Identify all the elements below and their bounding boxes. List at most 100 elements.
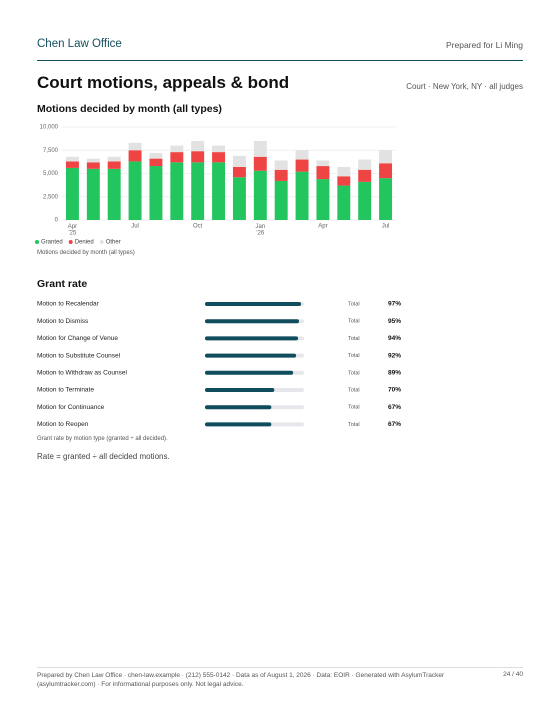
bar-segment [358, 159, 372, 170]
bar-segment [274, 169, 288, 181]
bar-segment [65, 167, 79, 220]
legend-label: Other [106, 240, 121, 246]
row-label: Motion for Continuance [37, 404, 105, 411]
bar-segment [86, 168, 100, 220]
bar-segment [107, 168, 121, 220]
bar-segment [128, 142, 142, 151]
bar-segment [149, 158, 163, 167]
rate-bar [205, 370, 294, 375]
prepared-for: Prepared for Li Ming [445, 40, 523, 50]
row-group: Total [348, 319, 360, 325]
bar-segment [107, 156, 121, 162]
bar-segment [86, 158, 100, 163]
x-tick-label: Jan '26 [255, 224, 265, 237]
legend-swatch [35, 240, 39, 244]
page-title: Court motions, appeals & bond [37, 73, 290, 92]
bar-segment [191, 140, 205, 152]
y-tick-label: 2,500 [43, 194, 59, 200]
header-rule [37, 60, 523, 61]
note: Rate = granted ÷ all decided motions. [37, 452, 170, 461]
rate-label: 92% [388, 352, 401, 359]
bar-segment [128, 150, 142, 162]
bar-segment [379, 150, 393, 164]
row-label: Motion for Change of Venue [37, 335, 118, 342]
bar-segment [253, 170, 267, 220]
bar-segment [316, 160, 330, 167]
bar-segment [65, 161, 79, 168]
legend-label: Granted [41, 240, 63, 246]
chart: 0 2,500 5,000 7,500 10,000 Apr '25 Jul Oct Jan '26… [35, 125, 396, 246]
bar-segment [128, 161, 142, 220]
rate-label: 89% [388, 370, 401, 377]
rate-label: 94% [388, 335, 401, 342]
x-tick-label: Jul [131, 224, 139, 230]
bar-segment [65, 156, 79, 162]
chart-title: Motions decided by month (all types) [37, 103, 222, 115]
rate-bar [205, 302, 302, 306]
bar-segment [295, 159, 309, 172]
bar-segment [212, 152, 226, 163]
bar-segment [212, 162, 226, 220]
row-label: Motion to Recalendar [37, 301, 100, 308]
table-caption: Grant rate by motion type (granted ÷ all… [37, 436, 168, 442]
row-group: Total [348, 422, 360, 428]
bar-segment [295, 150, 309, 160]
rate-bar [205, 319, 300, 324]
rate-label: 97% [388, 301, 401, 308]
bar-segment [232, 166, 246, 178]
row-group: Total [348, 387, 360, 393]
x-tick-label: Jul [382, 224, 390, 230]
x-tick-label: Apr [318, 224, 327, 230]
row-label: Motion to Substitute Counsel [37, 352, 121, 359]
chart-caption: Motions decided by month (all types) [37, 250, 135, 256]
row-label: Motion to Dismiss [37, 318, 89, 325]
rate-label: 67% [388, 404, 401, 411]
rate-bar [205, 353, 297, 358]
legend-label: Denied [75, 240, 94, 246]
y-tick-label: 0 [55, 218, 59, 224]
row-group: Total [348, 353, 360, 359]
bar-segment [107, 161, 121, 169]
bar-segment [170, 152, 184, 163]
x-tick-label: Apr '25 [68, 224, 77, 237]
x-tick-label: Oct [193, 224, 203, 230]
rate-label: 70% [388, 387, 401, 394]
rate-label: 67% [388, 421, 401, 428]
bar-segment [149, 153, 163, 159]
bar-segment [232, 177, 246, 220]
firm-name: Chen Law Office [37, 38, 122, 50]
bar-segment [379, 163, 393, 179]
bar-segment [170, 145, 184, 153]
bar-segment [253, 140, 267, 157]
bar-segment [212, 145, 226, 153]
grant-rate-table: Motion to Recalendar Total 97% Motion to Di… [37, 301, 401, 428]
bar-segment [274, 160, 288, 170]
row-group: Total [348, 301, 360, 307]
legend-swatch [68, 240, 73, 244]
bar-segment [379, 178, 393, 220]
row-group: Total [348, 370, 360, 376]
bar-segment [316, 179, 330, 220]
bar-segment [358, 169, 372, 182]
bar-segment [337, 166, 351, 177]
bar-segment [191, 162, 205, 220]
bar-segment [337, 185, 351, 220]
footer-text: Prepared by Chen Law Office · chen-law.e… [37, 672, 445, 688]
bar-segment [337, 176, 351, 186]
bar-segment [86, 162, 100, 169]
rate-bar [205, 405, 272, 410]
y-tick-label: 7,500 [43, 148, 59, 154]
row-group: Total [348, 336, 360, 342]
bar-segment [274, 180, 288, 220]
bar-segment [191, 151, 205, 163]
section-title: Grant rate [37, 278, 88, 290]
footer-rule [37, 667, 523, 668]
row-label: Motion to Withdraw as Counsel [37, 370, 128, 377]
rate-bar [205, 422, 272, 427]
page-number: 24 / 40 [503, 671, 523, 678]
bar-segment [253, 156, 267, 171]
bar-segment [358, 181, 372, 220]
y-tick-label: 10,000 [40, 125, 59, 131]
rate-label: 95% [388, 318, 401, 325]
y-tick-label: 5,000 [43, 171, 59, 177]
